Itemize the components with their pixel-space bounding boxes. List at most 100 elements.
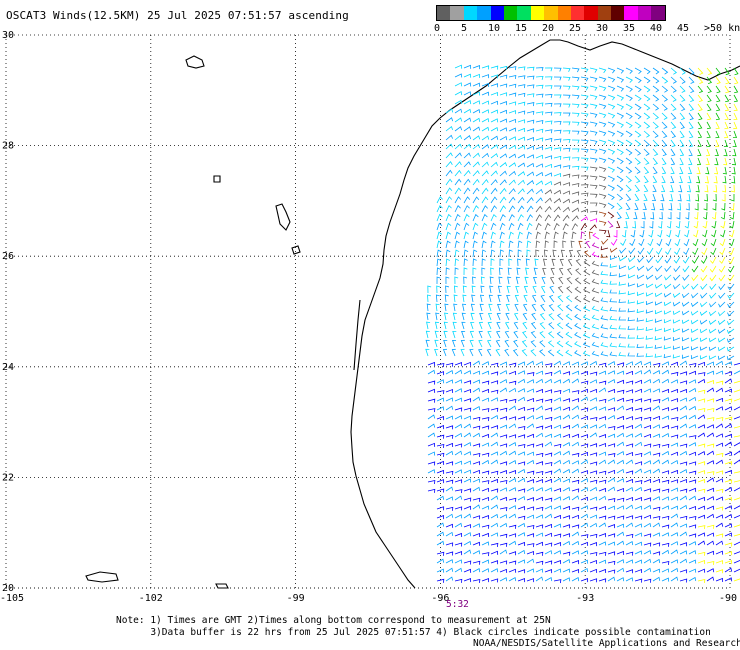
wind-barb bbox=[526, 188, 534, 195]
wind-barb bbox=[490, 504, 499, 510]
wind-barb bbox=[472, 170, 480, 177]
wind-barb bbox=[472, 267, 477, 276]
wind-barb bbox=[576, 249, 582, 258]
wind-barb bbox=[616, 523, 625, 528]
wind-barb bbox=[580, 200, 589, 205]
wind-barb bbox=[517, 84, 526, 89]
wind-barb bbox=[733, 121, 738, 130]
wind-barb bbox=[616, 577, 625, 582]
wind-barb bbox=[553, 94, 562, 99]
wind-barb bbox=[607, 541, 616, 546]
wind-barb bbox=[571, 433, 580, 438]
wind-barb bbox=[697, 514, 706, 519]
wind-barb bbox=[690, 337, 699, 342]
wind-barb bbox=[688, 576, 697, 582]
legend-label: 10 bbox=[488, 23, 501, 34]
wind-barb bbox=[526, 93, 535, 98]
wind-barb bbox=[571, 506, 580, 511]
wind-barb bbox=[589, 568, 598, 573]
wind-barb bbox=[517, 188, 525, 195]
wind-barb bbox=[679, 85, 686, 93]
wind-barb bbox=[454, 369, 463, 375]
wind-barb bbox=[710, 238, 717, 247]
wind-barb bbox=[724, 361, 733, 366]
wind-barb bbox=[445, 267, 450, 276]
wind-barb bbox=[691, 292, 699, 299]
wind-barb bbox=[566, 277, 573, 285]
wind-barb bbox=[508, 513, 517, 519]
wind-barb bbox=[571, 550, 580, 555]
wind-barb bbox=[526, 397, 535, 403]
wind-barb bbox=[469, 339, 474, 348]
wind-barb bbox=[463, 361, 472, 366]
wind-barb bbox=[690, 328, 699, 334]
wind-barb bbox=[535, 128, 544, 133]
wind-barb bbox=[553, 450, 562, 456]
wind-barb bbox=[688, 533, 697, 538]
wind-barb bbox=[435, 312, 440, 321]
wind-barb bbox=[580, 103, 589, 109]
wind-barb bbox=[553, 424, 562, 429]
wind-barb bbox=[454, 443, 463, 448]
wind-barb bbox=[627, 352, 636, 357]
wind-barb bbox=[625, 406, 634, 412]
wind-barb bbox=[580, 130, 589, 136]
wind-barb bbox=[667, 211, 672, 220]
wind-barb bbox=[715, 550, 724, 555]
wind-barb bbox=[634, 578, 643, 583]
wind-barb bbox=[699, 310, 708, 316]
wind-barb bbox=[526, 470, 535, 475]
wind-barb bbox=[544, 231, 550, 240]
wind-barb bbox=[643, 166, 650, 174]
wind-barb bbox=[463, 398, 472, 403]
wind-barb bbox=[724, 85, 730, 94]
wind-barb bbox=[697, 67, 704, 75]
wind-barb bbox=[436, 390, 445, 395]
wind-barb bbox=[723, 139, 728, 148]
wind-barb bbox=[526, 214, 533, 222]
wind-barb bbox=[643, 460, 652, 465]
wind-barb bbox=[715, 370, 724, 375]
wind-barb bbox=[580, 487, 589, 492]
wind-barb bbox=[598, 470, 607, 475]
wind-barb bbox=[652, 452, 661, 457]
wind-barb bbox=[715, 85, 721, 94]
wind-barb bbox=[427, 369, 436, 375]
wind-barb bbox=[710, 247, 717, 256]
wind-barb bbox=[706, 560, 715, 565]
wind-barb bbox=[452, 321, 457, 330]
wind-barb bbox=[522, 321, 528, 330]
wind-barb bbox=[571, 76, 580, 82]
wind-barb bbox=[490, 91, 499, 97]
wind-barb bbox=[697, 148, 702, 157]
wind-barb bbox=[652, 515, 661, 520]
wind-barb bbox=[508, 188, 516, 195]
wind-barb bbox=[722, 166, 727, 175]
wind-barb bbox=[616, 405, 625, 411]
wind-barb bbox=[643, 175, 649, 184]
wind-barb bbox=[526, 415, 535, 420]
wind-barb bbox=[589, 121, 598, 127]
wind-barb bbox=[625, 541, 634, 546]
wind-barb bbox=[609, 298, 618, 303]
wind-barb bbox=[508, 524, 517, 529]
wind-barb bbox=[454, 143, 462, 150]
wind-barb bbox=[688, 396, 697, 402]
wind-barb bbox=[724, 505, 733, 510]
wind-barb bbox=[496, 312, 501, 321]
wind-barb bbox=[463, 388, 472, 394]
wind-barb bbox=[481, 109, 490, 114]
wind-barb bbox=[600, 351, 609, 357]
wind-barb bbox=[478, 321, 483, 330]
inland-lake-4 bbox=[213, 175, 221, 183]
wind-barb bbox=[481, 388, 490, 393]
wind-barb bbox=[571, 94, 580, 100]
wind-barb bbox=[711, 211, 717, 220]
wind-barb bbox=[661, 369, 670, 375]
wind-barb bbox=[623, 220, 628, 229]
wind-barb bbox=[550, 267, 555, 276]
wind-barb bbox=[643, 94, 651, 102]
wind-barb bbox=[513, 321, 519, 330]
wind-barb bbox=[643, 184, 649, 193]
